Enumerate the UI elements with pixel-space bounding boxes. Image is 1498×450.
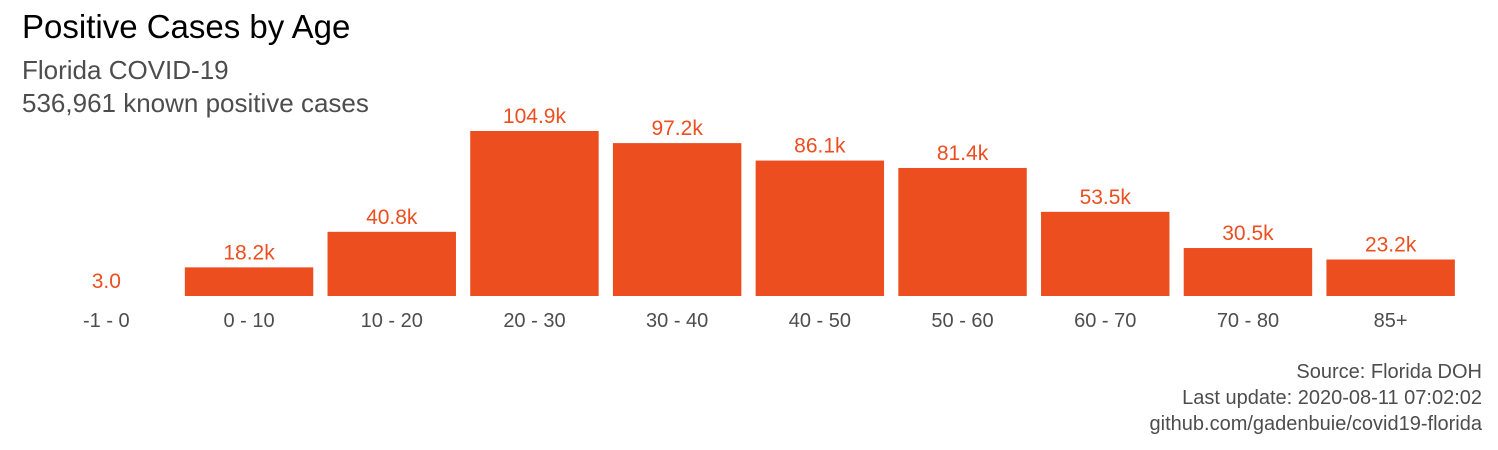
- x-tick-label-50 - 60: 50 - 60: [931, 310, 993, 332]
- bar-85+: [1326, 259, 1455, 296]
- x-tick-label--1 - 0: -1 - 0: [83, 310, 130, 332]
- bar-0 - 10: [184, 267, 314, 296]
- data-label-30 - 40: 97.2k: [651, 117, 703, 140]
- data-label-0 - 10: 18.2k: [223, 241, 275, 264]
- bar-50 - 60: [898, 167, 1027, 296]
- bar-40 - 50: [755, 160, 885, 296]
- bar-30 - 40: [612, 143, 742, 296]
- data-label-40 - 50: 86.1k: [794, 135, 846, 158]
- repo-caption: github.com/gadenbuie/covid19-florida: [1149, 413, 1482, 435]
- bar-70 - 80: [1183, 248, 1313, 296]
- data-label-60 - 70: 53.5k: [1080, 186, 1132, 209]
- x-tick-label-30 - 40: 30 - 40: [646, 310, 708, 332]
- data-label--1 - 0: 3.0: [92, 270, 121, 293]
- chart-caption: Source: Florida DOH Last update: 2020-08…: [1150, 359, 1482, 437]
- chart-subtitle-line-1: Florida COVID-19: [22, 55, 229, 85]
- source-caption: Source: Florida DOH: [1296, 361, 1482, 383]
- x-tick-label-70 - 80: 70 - 80: [1217, 310, 1279, 332]
- x-tick-label-10 - 20: 10 - 20: [361, 310, 423, 332]
- data-label-20 - 30: 104.9k: [503, 105, 567, 128]
- bar-60 - 70: [1041, 211, 1170, 296]
- x-tick-label-0 - 10: 0 - 10: [223, 310, 274, 332]
- bar-10 - 20: [327, 231, 456, 296]
- data-label-85+: 23.2k: [1365, 234, 1417, 257]
- data-label-10 - 20: 40.8k: [366, 206, 418, 229]
- data-label-70 - 80: 30.5k: [1222, 222, 1274, 245]
- last-update-caption: Last update: 2020-08-11 07:02:02: [1182, 387, 1482, 409]
- x-tick-label-85+: 85+: [1374, 310, 1408, 332]
- chart-subtitle-line-2: 536,961 known positive cases: [22, 88, 369, 118]
- chart-title: Positive Cases by Age: [22, 8, 351, 45]
- data-label-50 - 60: 81.4k: [937, 142, 989, 165]
- x-tick-label-60 - 70: 60 - 70: [1074, 310, 1136, 332]
- x-tick-label-40 - 50: 40 - 50: [789, 310, 851, 332]
- x-tick-label-20 - 30: 20 - 30: [503, 310, 565, 332]
- bar-20 - 30: [470, 131, 599, 296]
